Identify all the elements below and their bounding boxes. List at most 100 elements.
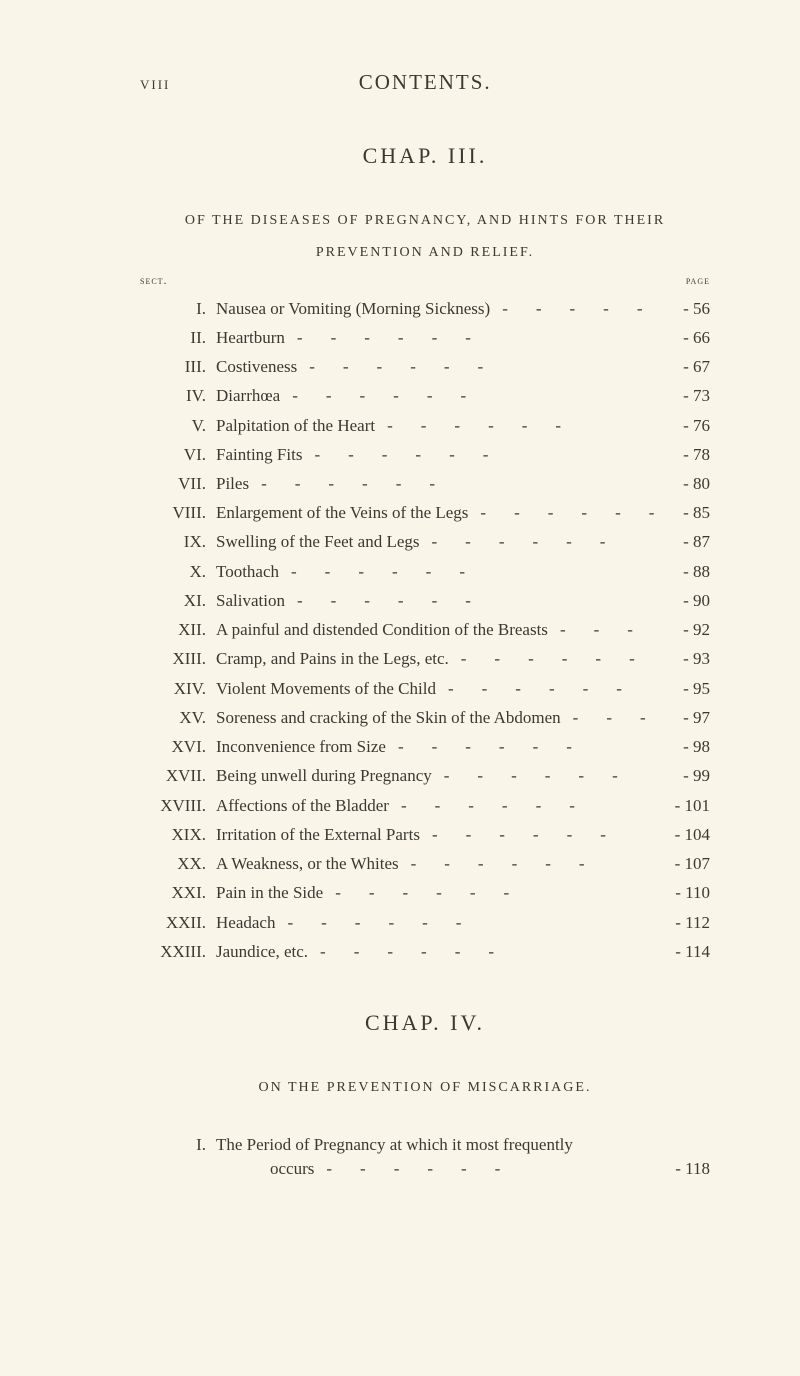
entry-page: - 101 bbox=[660, 791, 710, 820]
chapter-4-title: CHAP. IV. bbox=[140, 1010, 710, 1036]
entry-page: - 73 bbox=[660, 381, 710, 410]
entry-page: - 80 bbox=[660, 469, 710, 498]
entry-description: Nausea or Vomiting (Morning Sickness)---… bbox=[216, 294, 660, 323]
entry-description: Palpitation of the Heart------ bbox=[216, 411, 660, 440]
toc-entry: III.Costiveness------- 67 bbox=[140, 352, 710, 381]
entry-description: Headach------ bbox=[216, 908, 660, 937]
toc-entry: XIX.Irritation of the External Parts----… bbox=[140, 820, 710, 849]
entry-description: The Period of Pregnancy at which it most… bbox=[216, 1130, 660, 1159]
entry-description: Pain in the Side------ bbox=[216, 878, 660, 907]
entry-page: - 67 bbox=[660, 352, 710, 381]
leader-dashes: ------ bbox=[389, 796, 603, 815]
entry-description: Costiveness------ bbox=[216, 352, 660, 381]
leader-dashes: ------ bbox=[548, 620, 660, 639]
entry-page: - 93 bbox=[660, 644, 710, 673]
entry-page: - 76 bbox=[660, 411, 710, 440]
leader-dashes: ------ bbox=[302, 445, 516, 464]
entry-page: - 98 bbox=[660, 732, 710, 761]
leader-dashes: ------ bbox=[399, 854, 613, 873]
continuation-description: occurs------ bbox=[270, 1159, 660, 1179]
page: viii CONTENTS. CHAP. III. OF THE DISEASE… bbox=[0, 0, 800, 1376]
entry-page: - 78 bbox=[660, 440, 710, 469]
entry-page: - 90 bbox=[660, 586, 710, 615]
entry-roman: XIII. bbox=[140, 644, 216, 673]
leader-dashes: ------ bbox=[420, 532, 634, 551]
entry-page: - 88 bbox=[660, 557, 710, 586]
entry-description: Heartburn------ bbox=[216, 323, 660, 352]
leader-dashes: ------ bbox=[308, 942, 522, 961]
toc-entry: XVI.Inconvenience from Size------- 98 bbox=[140, 732, 710, 761]
chapter-3-title: CHAP. III. bbox=[140, 143, 710, 169]
entry-roman: II. bbox=[140, 323, 216, 352]
entry-roman: XVII. bbox=[140, 761, 216, 790]
label-sect: sect. bbox=[140, 273, 168, 288]
leader-dashes: ------ bbox=[323, 883, 537, 902]
leader-dashes: ------ bbox=[468, 503, 660, 522]
toc-entry: VI.Fainting Fits------- 78 bbox=[140, 440, 710, 469]
entry-page: - 66 bbox=[660, 323, 710, 352]
chapter-3-entries: I.Nausea or Vomiting (Morning Sickness)-… bbox=[140, 294, 710, 966]
entry-description: Inconvenience from Size------ bbox=[216, 732, 660, 761]
leader-dashes: ------ bbox=[314, 1159, 528, 1178]
running-header: viii CONTENTS. bbox=[140, 70, 710, 95]
toc-entry: XI.Salivation------- 90 bbox=[140, 586, 710, 615]
chapter-4-subtitle: ON THE PREVENTION OF MISCARRIAGE. bbox=[140, 1076, 710, 1100]
entry-roman: V. bbox=[140, 411, 216, 440]
entry-roman: VIII. bbox=[140, 498, 216, 527]
entry-roman: XII. bbox=[140, 615, 216, 644]
toc-entry: XVIII.Affections of the Bladder------- 1… bbox=[140, 791, 710, 820]
entry-page: - 56 bbox=[660, 294, 710, 323]
leader-dashes: ------ bbox=[436, 679, 650, 698]
leader-dashes: ------ bbox=[297, 357, 511, 376]
entry-description: Fainting Fits------ bbox=[216, 440, 660, 469]
entry-page: - 107 bbox=[660, 849, 710, 878]
toc-entry: VII.Piles------- 80 bbox=[140, 469, 710, 498]
leader-dashes: ------ bbox=[561, 708, 660, 727]
chapter-4-entries: I.The Period of Pregnancy at which it mo… bbox=[140, 1130, 710, 1179]
entry-page: - 95 bbox=[660, 674, 710, 703]
toc-entry: XV.Soreness and cracking of the Skin of … bbox=[140, 703, 710, 732]
entry-roman: X. bbox=[140, 557, 216, 586]
toc-entry: IV.Diarrhœa------- 73 bbox=[140, 381, 710, 410]
toc-entry: II.Heartburn------- 66 bbox=[140, 323, 710, 352]
entry-page: - 92 bbox=[660, 615, 710, 644]
entry-page: - 112 bbox=[660, 908, 710, 937]
leader-dashes: ------ bbox=[375, 416, 589, 435]
column-headers: sect. page bbox=[140, 273, 710, 288]
toc-entry-continuation: occurs------- 118 bbox=[140, 1159, 710, 1179]
toc-entry: XIV.Violent Movements of the Child------… bbox=[140, 674, 710, 703]
label-page: page bbox=[686, 273, 710, 288]
entry-roman: VI. bbox=[140, 440, 216, 469]
toc-entry: XII.A painful and distended Condition of… bbox=[140, 615, 710, 644]
leader-dashes: ------ bbox=[249, 474, 463, 493]
entry-roman: XIX. bbox=[140, 820, 216, 849]
leader-dashes: ------ bbox=[449, 649, 660, 668]
entry-description: Cramp, and Pains in the Legs, etc.------ bbox=[216, 644, 660, 673]
leader-dashes: ------ bbox=[420, 825, 634, 844]
entry-roman: VII. bbox=[140, 469, 216, 498]
entry-description: Soreness and cracking of the Skin of the… bbox=[216, 703, 660, 732]
entry-roman: XVIII. bbox=[140, 791, 216, 820]
toc-entry: VIII.Enlargement of the Veins of the Leg… bbox=[140, 498, 710, 527]
entry-roman: XXI. bbox=[140, 878, 216, 907]
entry-roman: XXIII. bbox=[140, 937, 216, 966]
chapter-3-subtitle-line-1: OF THE DISEASES OF PREGNANCY, AND HINTS … bbox=[140, 209, 710, 233]
entry-page: - 110 bbox=[660, 878, 710, 907]
entry-roman: XVI. bbox=[140, 732, 216, 761]
entry-description: Diarrhœa------ bbox=[216, 381, 660, 410]
running-title: CONTENTS. bbox=[359, 70, 492, 95]
entry-roman: XX. bbox=[140, 849, 216, 878]
entry-page: - 114 bbox=[660, 937, 710, 966]
leader-dashes: ------ bbox=[285, 328, 499, 347]
entry-description: Violent Movements of the Child------ bbox=[216, 674, 660, 703]
continuation-page: - 118 bbox=[660, 1159, 710, 1179]
entry-page: - 97 bbox=[660, 703, 710, 732]
entry-page: - 87 bbox=[660, 527, 710, 556]
toc-entry: XXI.Pain in the Side------- 110 bbox=[140, 878, 710, 907]
entry-description: A Weakness, or the Whites------ bbox=[216, 849, 660, 878]
entry-roman: I. bbox=[140, 294, 216, 323]
entry-description: Being unwell during Pregnancy------ bbox=[216, 761, 660, 790]
toc-entry: X.Toothach------- 88 bbox=[140, 557, 710, 586]
entry-page: - 104 bbox=[660, 820, 710, 849]
toc-entry: V.Palpitation of the Heart------- 76 bbox=[140, 411, 710, 440]
